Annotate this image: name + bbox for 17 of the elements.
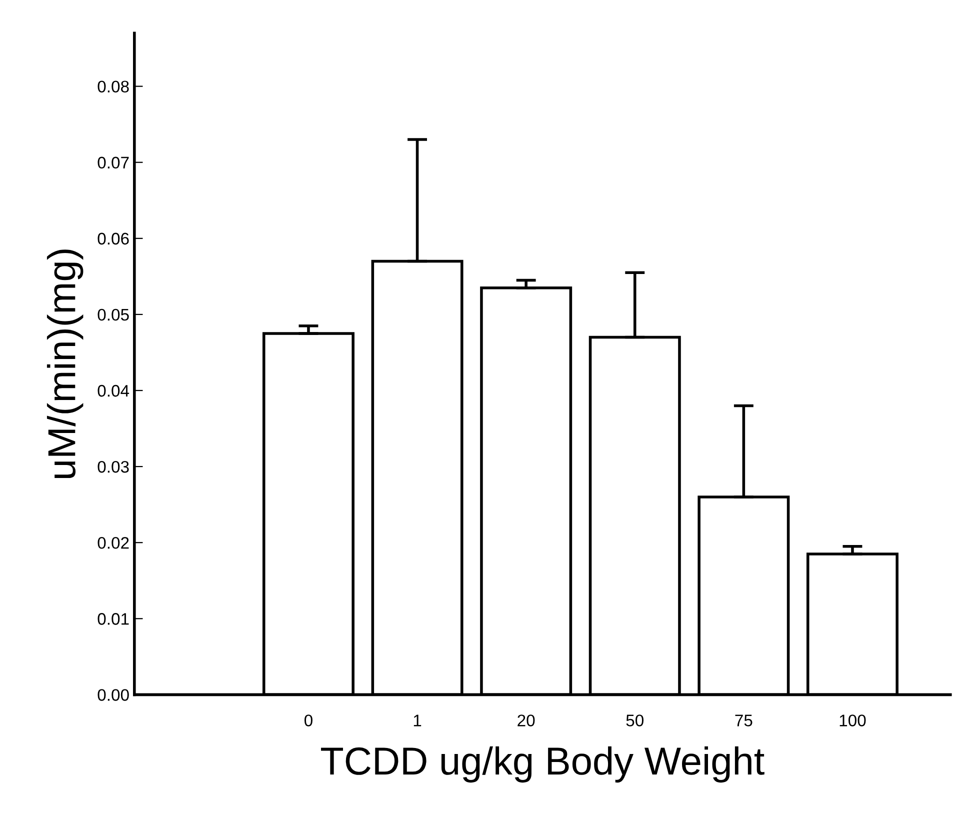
y-tick-label: 0.07 [98,156,129,169]
y-tick-label: 0.03 [98,460,129,473]
x-tick-label: 0 [304,714,312,726]
x-tick-label: 20 [518,714,535,726]
y-tick-label: 0.01 [98,613,129,625]
y-tick-label: 0.08 [98,80,129,93]
x-tick-label: 75 [735,714,752,726]
x-tick-label: 50 [626,714,644,726]
y-tick-label: 0.04 [98,384,130,397]
y-tick-label: 0.00 [98,689,129,701]
y-tick-label: 0.06 [98,232,129,245]
x-axis-title: TCDD ug/kg Body Weight [321,746,764,783]
y-axis-title: uM/(min)(mg) [46,250,84,478]
y-tick-label: 0.02 [98,536,129,549]
y-tick-label: 0.05 [98,308,129,321]
x-tick-label: 100 [840,714,866,726]
x-tick-label: 1 [414,714,422,726]
